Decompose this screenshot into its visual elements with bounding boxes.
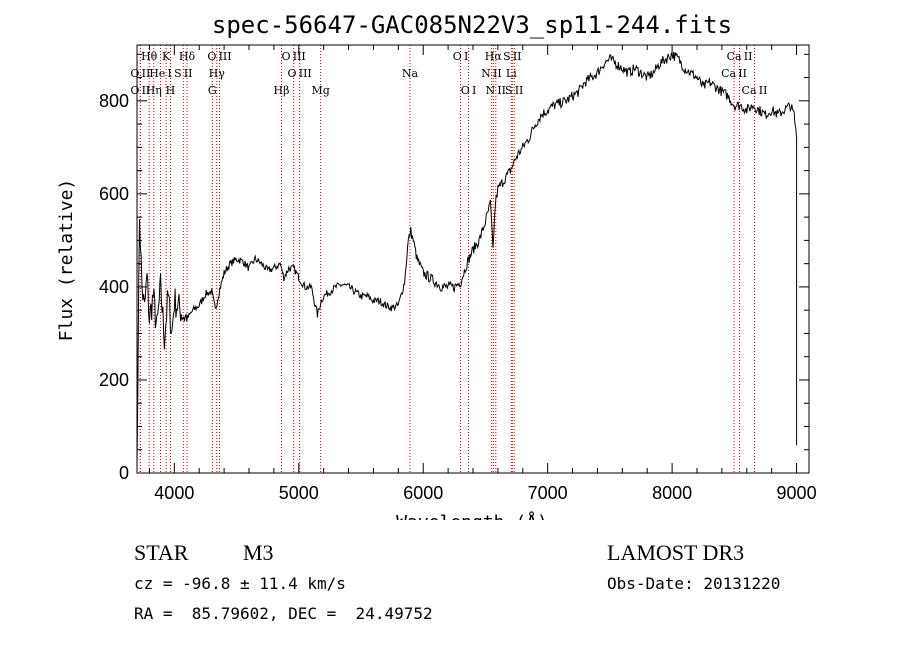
y-tick-label: 0 [119,463,129,483]
emission-line-label: Mg [312,84,330,97]
coordinates-readout: RA = 85.79602, DEC = 24.49752 [134,604,433,623]
emission-line-label: S II [174,67,192,80]
plot-frame [136,44,810,474]
y-tick-label: 600 [99,184,129,204]
emission-line-label: G [208,84,217,97]
chart-title: spec-56647-GAC085N22V3_sp11-244.fits [212,11,732,39]
emission-line-label: O III [288,67,312,80]
emission-line-label: S II [503,50,521,63]
emission-line-label: O II [130,67,150,80]
x-tick-label: 8000 [652,483,692,503]
axis-tick-labels: 4000 5000 6000 7000 8000 9000 0 200 400 600 800 [99,91,817,503]
spectrum-series-line [136,51,798,464]
emission-line-label: K [162,50,171,63]
emission-line-label: Hγ [209,67,226,80]
emission-line-label: N II [481,67,502,80]
spectrum-chart: spec-56647-GAC085N22V3_sp11-244.fits O I… [56,11,817,520]
emission-line-label: Hα [485,50,503,63]
emission-line-label: Na [402,67,419,80]
x-axis-label: Wavelength (Å) [396,511,548,520]
velocity-readout: cz = -96.8 ± 11.4 km/s [134,574,346,593]
emission-line-label: O I [453,50,469,63]
y-tick-label: 400 [99,277,129,297]
emission-line-label: O II [130,84,150,97]
y-tick-label: 200 [99,370,129,390]
emission-line-label: H [166,84,176,97]
emission-line-label: O III [207,50,231,63]
emission-line-label: Hθ [141,50,158,63]
y-axis-label: Flux (relative) [56,179,77,342]
x-tick-label: 6000 [403,483,443,503]
x-tick-label: 4000 [154,483,194,503]
object-subclass: M3 [243,540,274,565]
emission-line-label: Li [506,67,517,80]
emission-line-label: Hβ [274,84,290,97]
emission-line-label: O III [282,50,306,63]
emission-line-label: N II [486,84,507,97]
x-tick-label: 5000 [279,483,319,503]
axis-ticks [137,45,809,474]
survey-name: LAMOST DR3 [607,540,745,565]
object-class: STAR [134,540,189,565]
emission-line-label: He I [149,67,172,80]
observation-date: Obs-Date: 20131220 [607,574,781,593]
emission-line-label: Ca II [721,67,747,80]
emission-line-label: Ca II [742,84,768,97]
x-tick-label: 9000 [777,483,817,503]
emission-line-label: Hδ [179,50,196,63]
emission-line-label: Ca II [727,50,753,63]
y-tick-label: 800 [99,91,129,111]
emission-line-label: Hη [146,84,162,97]
x-tick-label: 7000 [528,483,568,503]
emission-line-label: O I [461,84,477,97]
emission-line-label: S II [505,84,523,97]
